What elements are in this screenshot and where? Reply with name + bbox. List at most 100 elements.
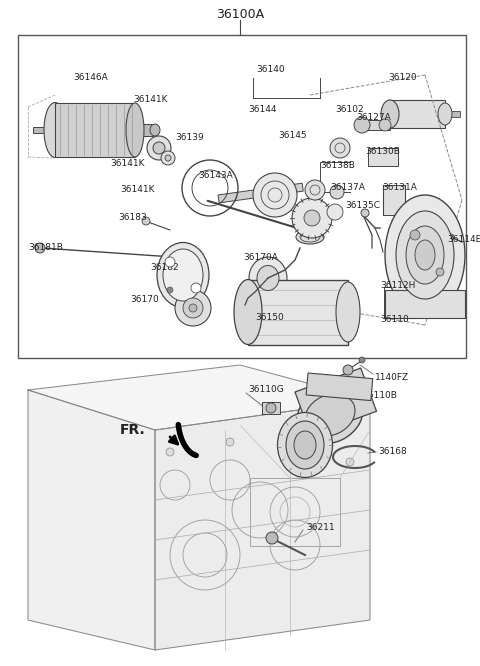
Text: 36141K: 36141K	[120, 186, 155, 194]
Text: 36110G: 36110G	[248, 386, 284, 394]
Text: 36110B: 36110B	[362, 390, 397, 400]
Text: 36138B: 36138B	[320, 161, 355, 170]
Text: 36137A: 36137A	[330, 184, 365, 192]
Ellipse shape	[396, 211, 454, 299]
Text: 36168: 36168	[378, 448, 407, 456]
Text: 36181B: 36181B	[28, 244, 63, 252]
Circle shape	[305, 180, 325, 200]
Ellipse shape	[126, 103, 144, 157]
Text: 36120: 36120	[388, 73, 417, 83]
Circle shape	[161, 151, 175, 165]
Ellipse shape	[406, 226, 444, 284]
Ellipse shape	[157, 242, 209, 308]
Text: 1140FZ: 1140FZ	[375, 374, 409, 382]
Circle shape	[183, 298, 203, 318]
Circle shape	[361, 209, 369, 217]
Text: 36141K: 36141K	[110, 159, 144, 168]
Text: 36112H: 36112H	[380, 280, 415, 290]
Circle shape	[301, 444, 309, 452]
Bar	[450, 111, 460, 117]
Circle shape	[153, 142, 165, 154]
Circle shape	[165, 155, 171, 161]
Text: 36141K: 36141K	[133, 95, 168, 105]
Text: 36114E: 36114E	[447, 236, 480, 244]
Circle shape	[330, 185, 344, 199]
Text: 36102: 36102	[335, 105, 364, 115]
Circle shape	[182, 254, 190, 262]
Bar	[295, 368, 376, 435]
Text: 36139: 36139	[175, 133, 204, 143]
Ellipse shape	[257, 266, 279, 290]
Bar	[262, 402, 280, 414]
Circle shape	[410, 230, 420, 240]
Text: 36144: 36144	[248, 105, 276, 115]
Bar	[18, 35, 466, 358]
Circle shape	[448, 234, 454, 240]
Ellipse shape	[305, 394, 355, 436]
Ellipse shape	[415, 240, 435, 270]
Text: 36170: 36170	[130, 296, 159, 304]
Circle shape	[343, 365, 353, 375]
Circle shape	[147, 136, 171, 160]
Ellipse shape	[234, 280, 262, 344]
Circle shape	[354, 117, 370, 133]
Text: 36211: 36211	[306, 523, 335, 533]
Text: 36146A: 36146A	[73, 73, 108, 83]
Ellipse shape	[385, 195, 465, 315]
Ellipse shape	[336, 282, 360, 342]
Circle shape	[436, 268, 444, 276]
Ellipse shape	[296, 230, 324, 244]
Circle shape	[165, 257, 175, 267]
Text: 36183: 36183	[118, 214, 147, 222]
Bar	[248, 280, 348, 345]
Bar	[218, 183, 303, 203]
Bar	[55, 103, 135, 157]
Bar	[306, 373, 373, 400]
Polygon shape	[28, 390, 155, 650]
Text: 36182: 36182	[150, 264, 179, 272]
Circle shape	[253, 173, 297, 217]
Ellipse shape	[249, 257, 287, 299]
Ellipse shape	[150, 124, 160, 136]
Ellipse shape	[294, 431, 316, 459]
Circle shape	[142, 217, 150, 225]
Bar	[368, 148, 398, 166]
Bar	[383, 185, 405, 215]
Circle shape	[379, 119, 391, 131]
Circle shape	[292, 198, 332, 238]
Circle shape	[167, 287, 173, 293]
Bar	[362, 120, 390, 130]
Bar	[250, 478, 340, 546]
Text: 36110: 36110	[381, 316, 409, 324]
Bar	[390, 100, 445, 128]
Circle shape	[175, 290, 211, 326]
Circle shape	[35, 243, 45, 253]
Ellipse shape	[381, 100, 399, 128]
Ellipse shape	[438, 103, 452, 125]
Text: 36127A: 36127A	[356, 113, 391, 123]
Text: 36150: 36150	[256, 314, 284, 322]
Circle shape	[266, 532, 278, 544]
Circle shape	[359, 357, 365, 363]
Bar	[385, 290, 465, 318]
Ellipse shape	[297, 386, 363, 444]
Bar	[135, 124, 153, 136]
Text: 36135C: 36135C	[345, 200, 380, 210]
Circle shape	[304, 210, 320, 226]
Circle shape	[330, 138, 350, 158]
Circle shape	[226, 438, 234, 446]
Circle shape	[189, 304, 197, 312]
Bar	[33, 127, 55, 133]
Polygon shape	[28, 365, 370, 430]
Circle shape	[327, 204, 343, 220]
Circle shape	[191, 283, 201, 293]
Ellipse shape	[286, 421, 324, 469]
Text: 36130B: 36130B	[365, 147, 400, 157]
Circle shape	[166, 448, 174, 456]
Text: 36143A: 36143A	[198, 170, 233, 180]
Polygon shape	[155, 400, 370, 650]
Text: 36145: 36145	[278, 131, 307, 139]
Ellipse shape	[163, 249, 203, 301]
Text: 36131A: 36131A	[382, 184, 417, 192]
Text: 36140: 36140	[257, 65, 285, 75]
